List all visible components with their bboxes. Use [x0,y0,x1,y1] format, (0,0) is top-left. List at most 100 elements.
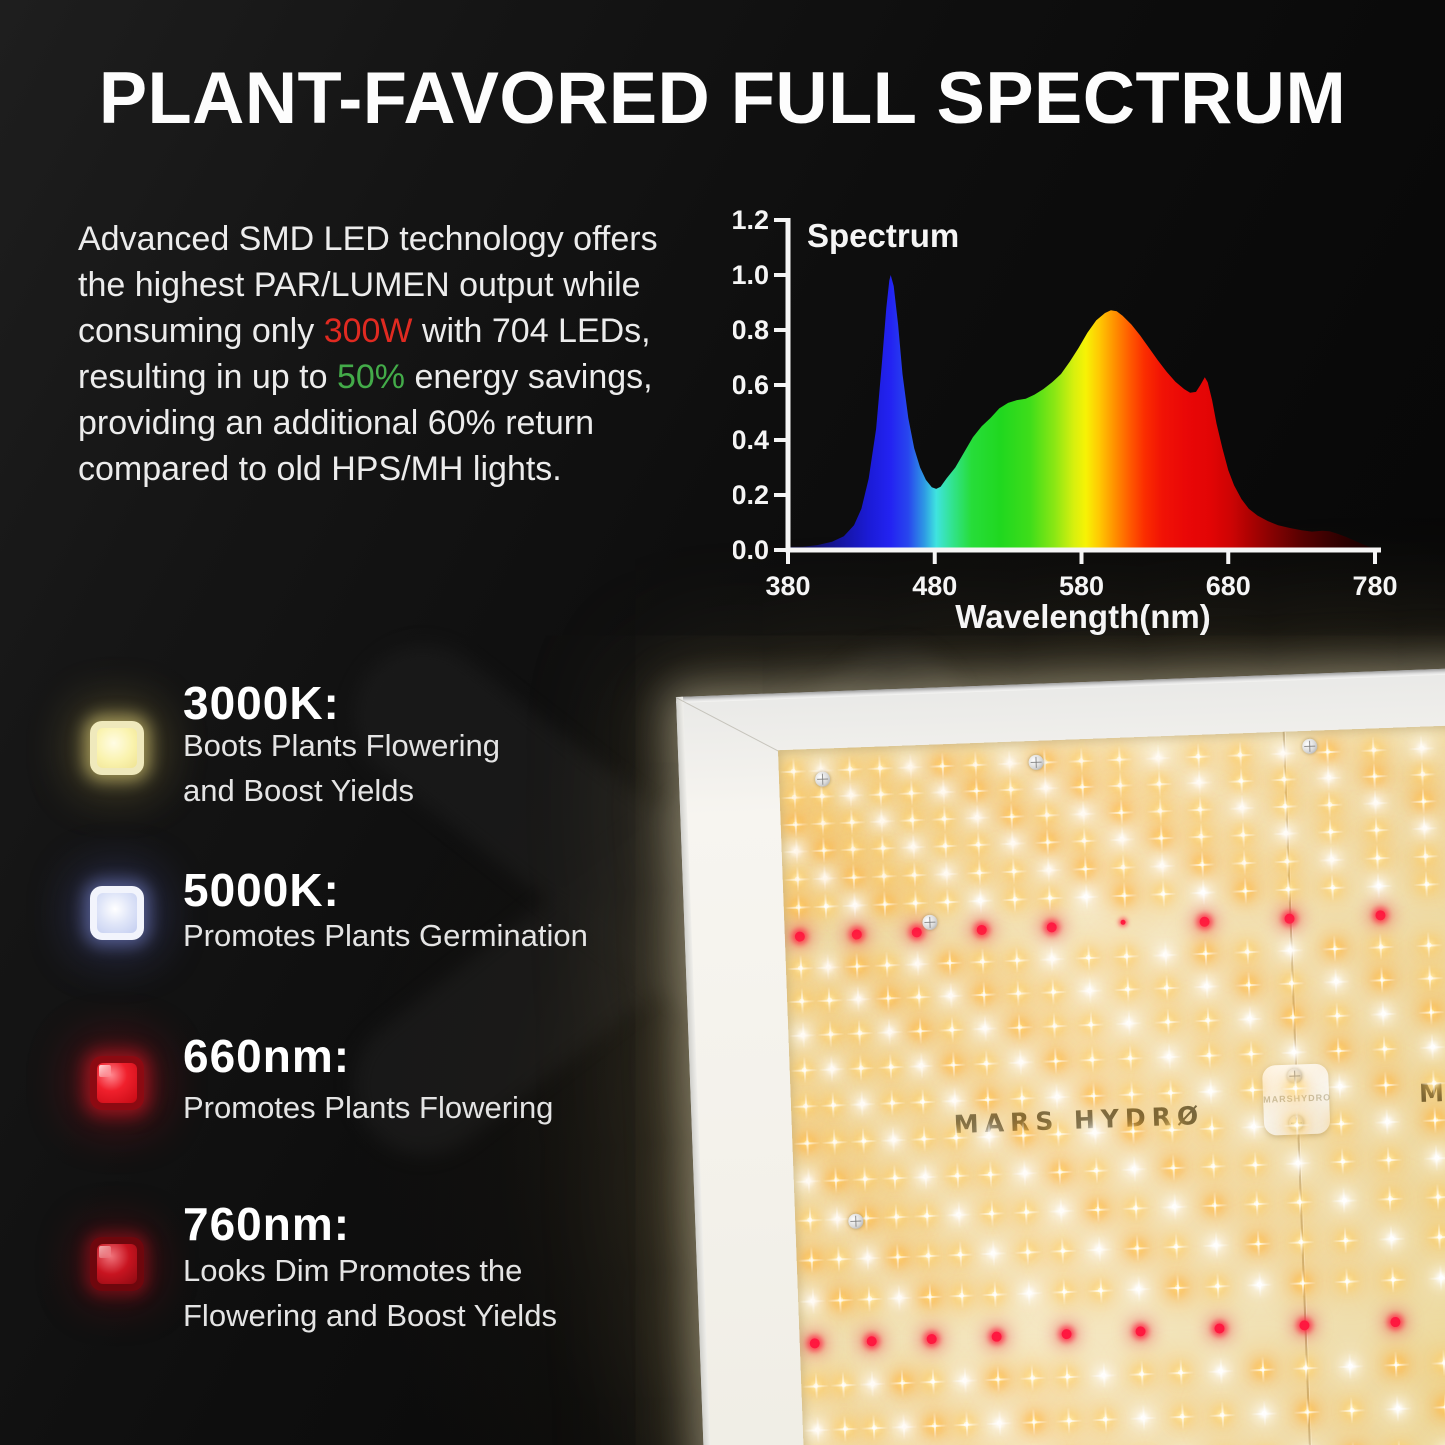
led-dot [821,847,827,853]
led-dot [1328,829,1334,835]
led-dot [1082,866,1088,872]
led-dot [1215,1283,1221,1289]
led-dot [1244,949,1250,955]
led-dot [1088,1021,1094,1028]
led-dot [1383,1082,1389,1088]
led-dot [1202,950,1209,956]
led-dot [852,902,858,908]
led-dot [896,1295,902,1301]
led-dot [932,1422,938,1429]
led-dot [1174,1284,1181,1291]
led-dot [888,1064,894,1070]
led-dot [1022,1170,1028,1176]
led-dot [813,1383,819,1389]
led-dot [886,1029,893,1035]
led-dot [850,846,856,852]
led-dot [1325,749,1331,755]
red-led-dot [1390,1316,1401,1328]
led-dot [1336,1047,1342,1054]
led-dot [792,821,798,827]
led-dot [1118,809,1124,815]
chart-title: Spectrum [807,217,959,254]
led-dot [862,1176,868,1182]
y-tick-label: 0.4 [733,425,769,455]
led-dot [1384,1119,1390,1125]
led-dot [808,1257,814,1263]
led-dot [848,792,854,798]
led-dot [829,1066,835,1072]
led-dot [1020,1132,1026,1138]
y-tick-label: 0.8 [733,315,769,345]
red-led-dot [809,1338,820,1349]
led-dot [1205,1017,1211,1023]
led-dot [1010,840,1016,846]
led-dot [1079,784,1085,790]
led-dot [1219,1412,1226,1418]
led-dot [892,1175,898,1181]
led-dot [1096,1246,1102,1252]
led-dot [962,1377,968,1383]
red-led-dot [1061,1328,1072,1340]
led-die [97,1063,137,1103]
led-dot [1213,1242,1219,1248]
led-dot [950,1061,957,1068]
led-dot [1390,1277,1396,1283]
intro-accent-300w: 300W [323,312,413,350]
led-dot [1159,863,1165,869]
led-dot [1029,1375,1035,1381]
feature-text-760nm: Looks Dim Promotes the Flowering and Boo… [183,1248,557,1338]
led-dot [877,765,883,771]
led-dot [1119,836,1125,842]
led-dot [1058,1208,1064,1214]
led-dot [823,903,829,909]
feature-line: Promotes Plants Germination [183,918,588,953]
led-dot [955,1172,961,1179]
led-dot [948,993,954,999]
red-led-dot [1214,1323,1226,1334]
x-tick-label: 680 [1206,571,1251,601]
led-dot [952,1097,958,1104]
led-dot [1238,778,1244,784]
led-dot [1248,1051,1254,1057]
led-dot [909,790,915,796]
screw-icon [848,1213,864,1230]
led-dot [1338,1120,1344,1126]
led-dot [916,994,922,1000]
led-dot [1135,1286,1142,1292]
led-dot [1196,779,1202,785]
led-dot [1252,1162,1258,1168]
led-dot [1256,1281,1263,1288]
led-dot [1387,1196,1393,1202]
led-dot [1080,811,1086,817]
intro-text: Advanced SMD LED technology offers [78,220,658,258]
led-dot [1060,1248,1066,1254]
led-dot [990,1250,997,1256]
led-dot [1329,856,1335,863]
led-dot [1123,953,1129,959]
led-dot [959,1292,965,1299]
led-dot [1261,1410,1267,1417]
led-dot [1347,1363,1353,1369]
led-dot [1197,806,1203,812]
led-dot [1083,894,1089,900]
intro-text: compared to old HPS/MH lights. [78,450,562,488]
red-led-dot [1120,919,1126,925]
led-dot [1026,1290,1032,1296]
led-dot [1086,954,1092,961]
intro-text: consuming only [78,312,324,350]
led-dot [1251,1124,1257,1130]
led-dot [986,1133,992,1139]
deep-red-760nm-led-icon [90,1237,144,1291]
led-dot [957,1251,964,1258]
led-dot [1155,755,1161,761]
feature-heading-5000k: 5000K: [183,864,340,916]
intro-text: with 704 LEDs, [412,312,651,350]
led-dot [863,1215,870,1221]
led-dot [1169,1127,1175,1133]
led-dot [1053,1058,1059,1064]
led-dot [1047,895,1053,901]
led-dot [1382,1046,1388,1052]
red-led-dot [851,929,862,940]
grow-light-panel-photo: MARS HYDRØ MARS HYDRØ MARSHYDRO [675,664,1445,1445]
led-dot [1066,1417,1072,1424]
